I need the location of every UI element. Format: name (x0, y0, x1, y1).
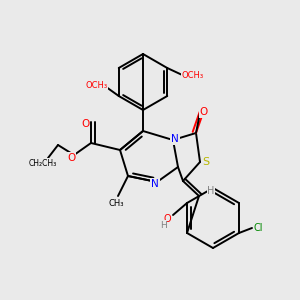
Text: S: S (202, 157, 210, 167)
Text: N: N (171, 134, 179, 144)
Text: O: O (67, 153, 75, 163)
Text: OCH₃: OCH₃ (86, 82, 108, 91)
Text: O: O (81, 119, 89, 129)
Text: Cl: Cl (253, 223, 263, 233)
Text: N: N (151, 179, 159, 189)
Text: H: H (160, 220, 167, 230)
Text: CH₃: CH₃ (108, 199, 124, 208)
Text: O: O (200, 107, 208, 117)
Text: OCH₃: OCH₃ (181, 70, 203, 80)
Text: O: O (163, 214, 171, 224)
Text: H: H (207, 186, 215, 196)
Text: CH₂CH₃: CH₂CH₃ (29, 158, 57, 167)
